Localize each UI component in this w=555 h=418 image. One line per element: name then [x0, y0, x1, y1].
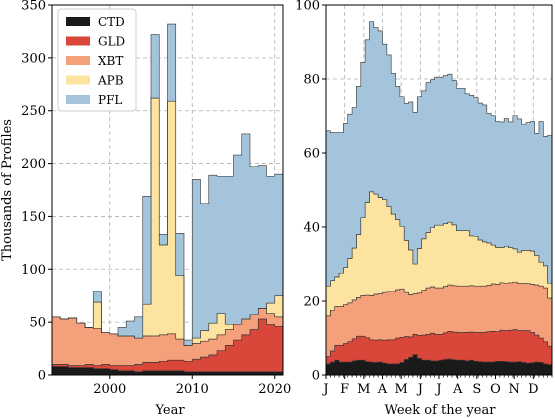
right-y-tick-label-5: 100 — [295, 0, 320, 14]
legend-label-ctd: CTD — [98, 15, 125, 29]
right-x-tick-label-9: O — [490, 382, 501, 397]
right-x-tick-label-4: M — [395, 382, 408, 397]
right-y-tick-label-0: 0 — [312, 369, 320, 384]
left-x-tick-label-1: 2010 — [176, 382, 209, 397]
left-frame — [51, 4, 284, 376]
right-x-tick-label-2: M — [357, 382, 370, 397]
left-x-tick-label-2: 2020 — [258, 382, 291, 397]
legend-swatch-pfl — [66, 95, 90, 104]
right-x-tick-label-3: A — [377, 382, 388, 397]
right-x-tick-label-6: J — [434, 382, 441, 397]
left-y-tick-label-3: 150 — [21, 210, 46, 225]
legend-swatch-apb — [66, 75, 90, 85]
legend-swatch-ctd — [66, 17, 90, 26]
right-areas — [325, 21, 553, 376]
left-x-axis-label: Year — [154, 403, 185, 418]
legend-label-apb: APB — [97, 74, 124, 88]
right-y-tick-label-2: 40 — [303, 221, 320, 236]
right-x-axis-label: Week of the year — [385, 403, 497, 418]
left-y-tick-label-0: 0 — [38, 369, 46, 384]
right-x-tick-label-7: A — [452, 382, 463, 397]
legend-box — [57, 8, 137, 112]
right-y-tick-label-1: 20 — [303, 295, 320, 310]
left-y-axis-label: Thousands of Profiles — [0, 119, 15, 261]
left-y-tick-label-6: 300 — [21, 51, 46, 66]
right-y-tick-label-4: 80 — [303, 73, 320, 88]
right-x-tick-label-1: F — [340, 382, 349, 397]
legend-label-gld: GLD — [98, 35, 125, 49]
right-x-tick-label-0: J — [321, 382, 328, 397]
legend-swatch-xbt — [66, 56, 90, 65]
left-y-tick-label-5: 250 — [21, 104, 46, 119]
right-x-tick-label-10: N — [509, 382, 520, 397]
right-x-tick-label-11: D — [528, 382, 538, 397]
legend-label-pfl: PFL — [98, 93, 122, 107]
legend: CTD GLD XBT APB PFL — [57, 8, 137, 112]
legend-swatch-gld — [66, 36, 90, 46]
left-y-tick-label-1: 50 — [29, 316, 46, 331]
left-chart: 0 50 100 150 200 250 300 350 2000 2010 2020 CTD GLD… — [0, 0, 291, 418]
right-y-tick-label-3: 60 — [303, 147, 320, 162]
left-y-tick-label-7: 350 — [21, 0, 46, 14]
right-x-tick-label-5: J — [416, 382, 423, 397]
right-x-tick-label-8: S — [472, 382, 481, 397]
left-y-tick-label-4: 200 — [21, 157, 46, 172]
left-y-tick-label-2: 100 — [21, 263, 46, 278]
left-x-tick-label-0: 2000 — [93, 382, 126, 397]
left-ticks: 0 50 100 150 200 250 300 350 2000 2010 2020 — [21, 0, 291, 397]
legend-label-xbt: XBT — [98, 54, 123, 68]
